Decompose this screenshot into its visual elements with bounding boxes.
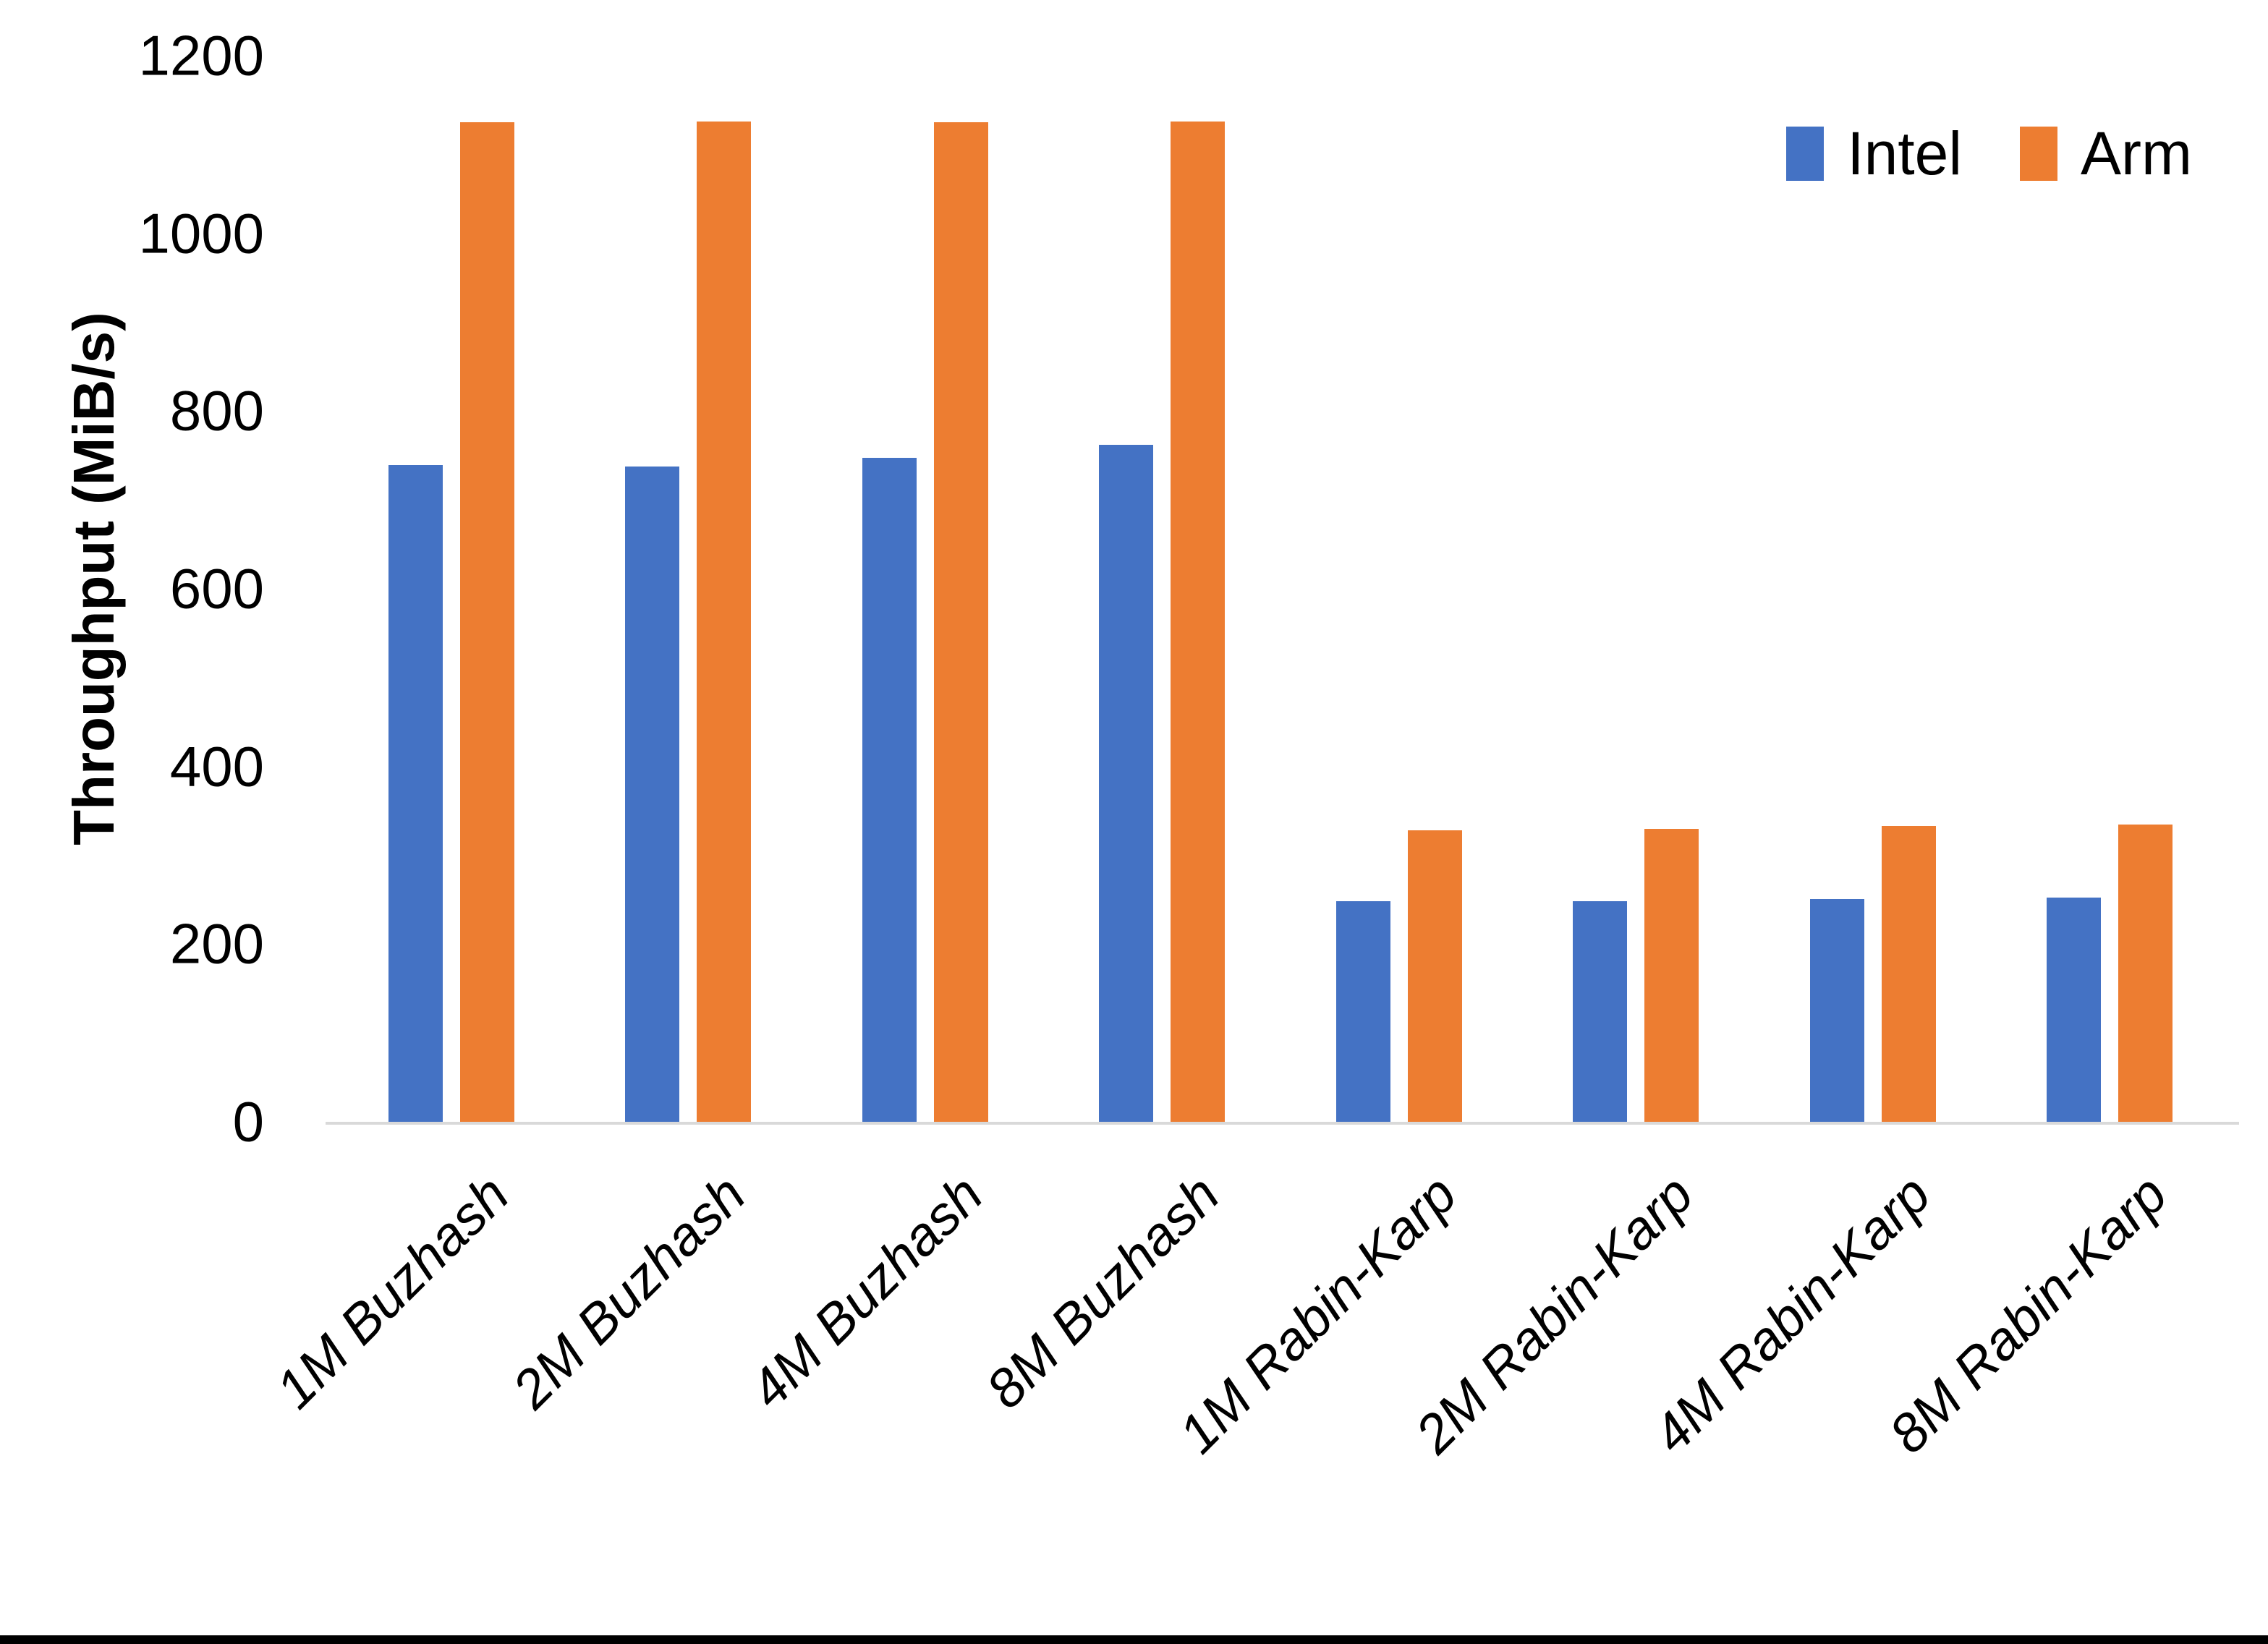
- bar-intel: [2047, 898, 2102, 1122]
- y-tick-label: 800: [169, 378, 264, 443]
- x-tick-label: 1M Buzhash: [263, 1163, 520, 1420]
- bar-intel: [388, 465, 443, 1122]
- legend-label: Intel: [1847, 119, 1963, 187]
- bar-group: [333, 56, 570, 1122]
- bar-group: [570, 56, 807, 1122]
- bar-groups: [333, 56, 2228, 1122]
- legend-swatch-icon: [2020, 126, 2058, 181]
- bar-group: [1280, 56, 1518, 1122]
- bar-arm: [1644, 828, 1699, 1122]
- y-tick-label: 600: [169, 556, 264, 621]
- bar-arm: [1171, 121, 1226, 1122]
- bar-arm: [459, 122, 514, 1122]
- legend-label: Arm: [2081, 119, 2192, 187]
- bar-group: [1754, 56, 1992, 1122]
- bar-intel: [1099, 445, 1154, 1122]
- bar-intel: [862, 458, 917, 1122]
- bottom-border: [0, 1635, 2268, 1644]
- plot-area: [333, 56, 2228, 1122]
- bar-intel: [1809, 898, 1864, 1122]
- bar-intel: [1335, 901, 1390, 1122]
- legend: Intel Arm: [1786, 123, 2192, 184]
- bar-intel: [1573, 901, 1628, 1122]
- bar-group: [807, 56, 1044, 1122]
- bar-arm: [1881, 825, 1936, 1122]
- bar-group: [1044, 56, 1281, 1122]
- bar-group: [1518, 56, 1755, 1122]
- y-tick-label: 0: [232, 1089, 264, 1154]
- bar-arm: [1407, 830, 1462, 1122]
- y-tick-label: 200: [169, 911, 264, 976]
- bar-intel: [625, 466, 680, 1122]
- y-tick-label: 400: [169, 734, 264, 798]
- legend-item-arm: Arm: [2020, 123, 2192, 184]
- legend-item-intel: Intel: [1786, 123, 1962, 184]
- y-tick-label: 1200: [138, 23, 264, 88]
- bar-arm: [2118, 824, 2173, 1122]
- y-tick-label: 1000: [138, 201, 264, 265]
- x-axis-line: [326, 1122, 2239, 1125]
- legend-swatch-icon: [1786, 126, 1825, 181]
- bar-arm: [933, 122, 988, 1122]
- bar-arm: [697, 121, 752, 1122]
- bar-group: [1992, 56, 2229, 1122]
